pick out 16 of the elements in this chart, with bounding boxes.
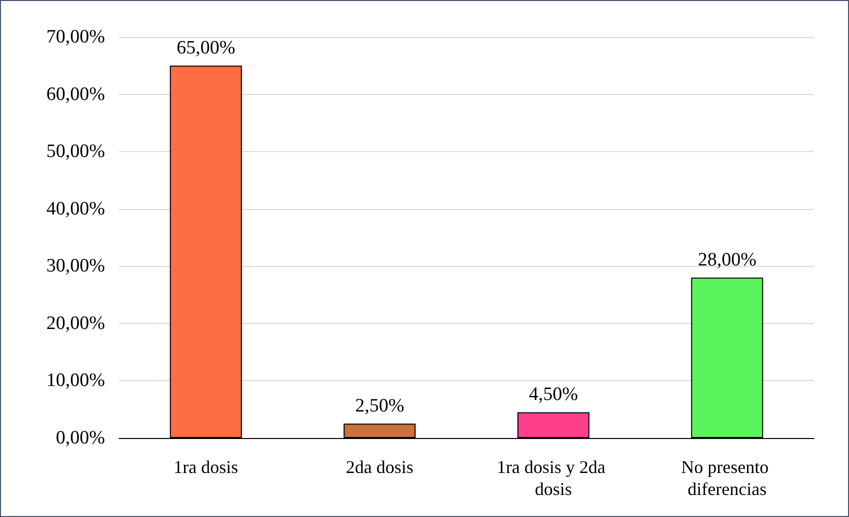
y-tick-label: 30,00%	[46, 256, 106, 277]
y-tick-label: 50,00%	[46, 141, 106, 162]
y-tick-label: 10,00%	[46, 370, 106, 392]
x-tick-label: 2da dosis	[346, 457, 414, 477]
x-tick-label: 1ra dosis	[174, 457, 238, 477]
y-tick-label: 0,00%	[56, 428, 106, 448]
data-label: 28,00%	[698, 250, 757, 271]
y-tick-label: 20,00%	[46, 312, 106, 334]
data-label: 65,00%	[176, 38, 236, 59]
data-label: 2,50%	[355, 396, 404, 417]
y-tick-label: 40,00%	[46, 198, 106, 220]
y-tick-label: 70,00%	[46, 26, 106, 48]
x-tick-label: No presento diferencias	[681, 457, 774, 499]
x-tick-label: 1ra dosis y 2da dosis	[496, 457, 610, 499]
data-label: 4,50%	[528, 384, 578, 406]
y-tick-label: 60,00%	[46, 84, 106, 105]
